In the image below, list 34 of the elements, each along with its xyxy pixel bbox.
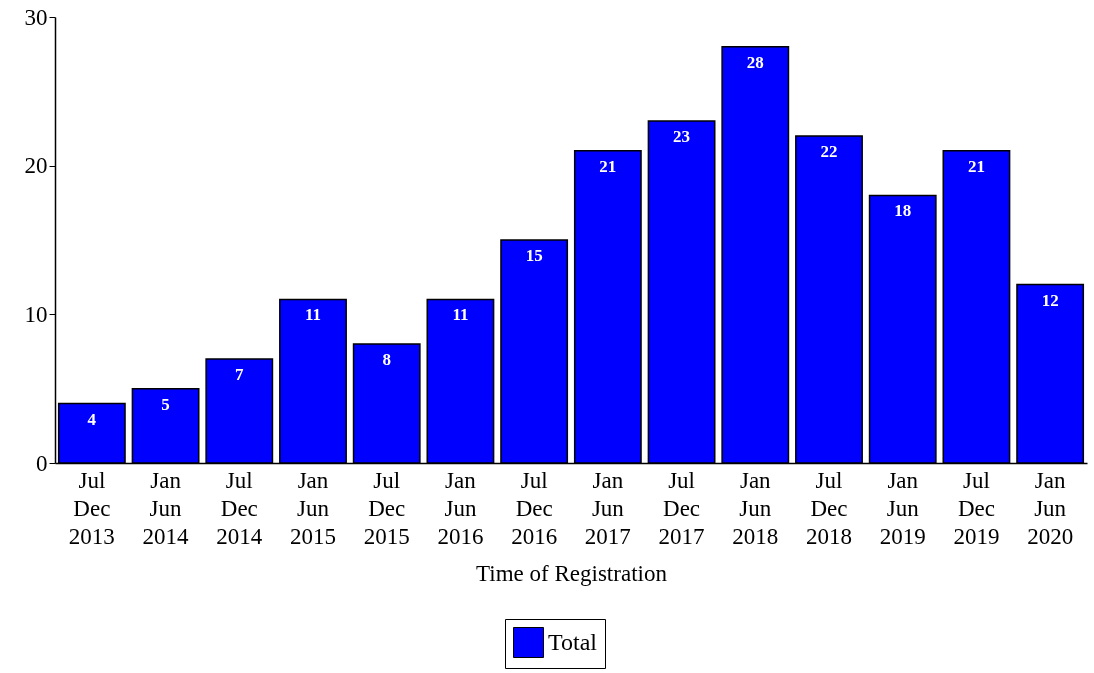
data-label: 11 bbox=[304, 305, 322, 325]
data-label: 28 bbox=[746, 52, 764, 72]
data-label: 4 bbox=[87, 409, 97, 429]
data-label: 11 bbox=[452, 305, 469, 325]
y-tick-label: 30 bbox=[24, 4, 48, 30]
y-tick-label: 0 bbox=[36, 450, 48, 476]
x-tick-label: Jul Dec 2018 bbox=[806, 467, 852, 549]
x-tick-label: Jul Dec 2016 bbox=[511, 467, 558, 549]
x-tick-label: Jan Jun 2017 bbox=[584, 467, 631, 549]
data-label: 21 bbox=[599, 156, 617, 176]
data-label: 12 bbox=[1041, 290, 1059, 310]
data-label: 7 bbox=[235, 364, 245, 384]
x-tick-label: Jan Jun 2015 bbox=[290, 467, 336, 549]
data-label: 8 bbox=[382, 350, 391, 370]
data-label: 23 bbox=[673, 127, 691, 147]
y-tick-label: 10 bbox=[24, 301, 48, 327]
data-label: 22 bbox=[820, 141, 838, 161]
x-tick-label: Jul Dec 2019 bbox=[953, 467, 1000, 549]
x-tick-label: Jul Dec 2015 bbox=[363, 467, 410, 549]
x-tick-label: Jan Jun 2019 bbox=[879, 467, 926, 549]
data-label: 18 bbox=[894, 201, 912, 221]
x-tick-label: Jan Jun 2016 bbox=[437, 467, 484, 549]
data-label: 5 bbox=[161, 394, 170, 414]
y-tick-label: 20 bbox=[24, 153, 48, 179]
x-tick-label: Jan Jun 2020 bbox=[1027, 467, 1074, 549]
x-axis-title: Time of Registration bbox=[476, 560, 668, 586]
x-tick-label: Jul Dec 2014 bbox=[216, 467, 263, 549]
x-tick-label: Jan Jun 2014 bbox=[142, 467, 190, 549]
x-tick-label: Jul Dec 2013 bbox=[68, 467, 115, 549]
x-tick-label: Jan Jun 2018 bbox=[732, 467, 779, 549]
data-label: 15 bbox=[525, 246, 543, 265]
x-tick-label: Jul Dec 2017 bbox=[658, 467, 705, 549]
legend-label: Total bbox=[548, 628, 598, 655]
data-label: 21 bbox=[967, 156, 985, 176]
